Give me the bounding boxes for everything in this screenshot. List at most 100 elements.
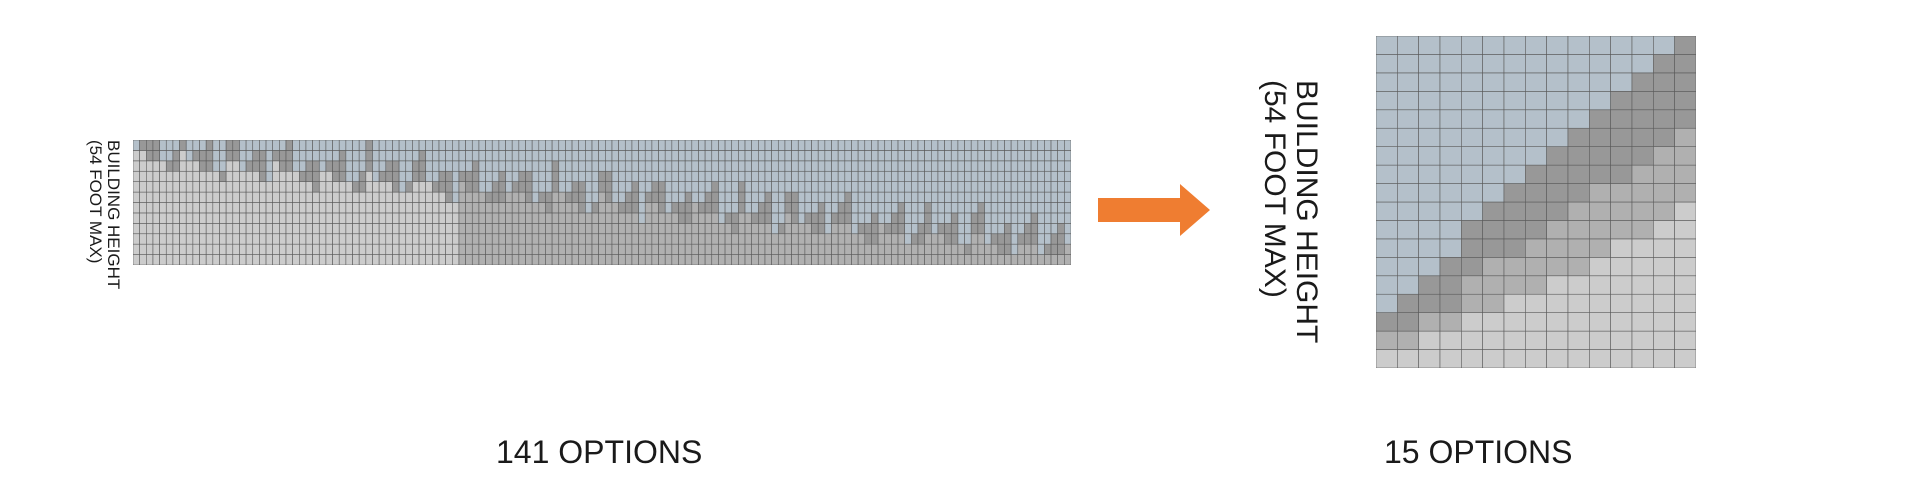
option-column-cell	[438, 243, 446, 255]
option-column-cell	[1610, 109, 1633, 129]
option-column-cell	[432, 150, 440, 162]
option-column-cell	[1010, 181, 1019, 193]
option-column-cell	[299, 150, 307, 162]
option-column-cell	[1376, 238, 1398, 258]
option-column-cell	[565, 233, 573, 245]
option-column-cell	[784, 243, 792, 255]
option-column-cell	[565, 191, 573, 203]
option-column-cell	[471, 202, 480, 214]
option-column-cell	[1037, 140, 1045, 151]
option-column-cell	[418, 181, 427, 193]
option-column-cell	[259, 243, 267, 255]
option-column-cell	[1376, 201, 1398, 221]
option-column-cell	[764, 243, 772, 255]
option-column-cell	[1057, 160, 1065, 172]
option-column-cell	[1044, 150, 1052, 162]
option-column-cell	[857, 243, 866, 255]
option-column-cell	[871, 181, 879, 193]
option-column-cell	[505, 202, 513, 214]
option-column-cell	[764, 160, 772, 172]
option-column-cell	[365, 160, 373, 172]
option-column-cell	[917, 181, 925, 193]
option-column-cell	[691, 254, 699, 265]
option-column-cell	[964, 233, 972, 245]
option-column-cell	[545, 191, 553, 203]
option-column-cell	[937, 160, 945, 172]
option-column-cell	[884, 254, 892, 265]
option-column-cell	[485, 254, 493, 265]
option-column-cell	[698, 243, 706, 255]
option-column-cell	[165, 150, 174, 162]
option-column-cell	[611, 223, 619, 235]
option-column-cell	[152, 212, 160, 224]
option-column-cell	[950, 150, 959, 162]
option-column-cell	[458, 191, 466, 203]
option-column-cell	[452, 170, 460, 182]
option-column-cell	[990, 233, 999, 245]
option-column-cell	[1631, 349, 1654, 368]
option-column-cell	[651, 150, 659, 162]
option-column-cell	[318, 160, 327, 172]
option-column-cell	[551, 191, 560, 203]
option-column-cell	[358, 243, 367, 255]
option-column-cell	[279, 223, 287, 235]
option-column-cell	[272, 223, 280, 235]
option-column-cell	[691, 160, 699, 172]
option-column-cell	[678, 181, 686, 193]
option-column-cell	[777, 254, 786, 265]
option-column-cell	[185, 140, 194, 151]
option-column-cell	[658, 181, 666, 193]
option-column-cell	[1010, 140, 1019, 151]
option-column-cell	[432, 202, 440, 214]
option-column-cell	[272, 181, 280, 193]
option-column-cell	[851, 140, 859, 151]
option-column-cell	[338, 150, 347, 162]
option-column-cell	[252, 181, 260, 193]
option-column-cell	[219, 212, 227, 224]
option-column-cell	[1546, 275, 1569, 295]
option-column-cell	[412, 202, 420, 214]
option-column-cell	[884, 170, 892, 182]
option-column-cell	[179, 223, 187, 235]
option-column-cell	[1030, 233, 1039, 245]
option-column-cell	[299, 243, 307, 255]
option-column-cell	[398, 202, 407, 214]
option-column-cell	[784, 170, 792, 182]
option-column-cell	[392, 233, 400, 245]
option-column-cell	[405, 202, 413, 214]
option-column-cell	[1010, 191, 1019, 203]
option-column-cell	[644, 150, 653, 162]
option-column-cell	[897, 212, 905, 224]
option-column-cell	[558, 181, 566, 193]
option-column-cell	[578, 170, 586, 182]
option-column-cell	[525, 160, 533, 172]
option-column-cell	[977, 212, 985, 224]
option-column-cell	[1037, 181, 1045, 193]
option-column-cell	[1567, 36, 1590, 55]
right-axis-label-line1: BUILDING HEIGHT	[1290, 80, 1323, 344]
option-column-cell	[924, 140, 932, 151]
option-column-cell	[505, 223, 513, 235]
option-column-cell	[259, 233, 267, 245]
option-column-cell	[146, 150, 154, 162]
option-column-cell	[199, 150, 207, 162]
option-column-cell	[1024, 150, 1032, 162]
option-column-cell	[704, 243, 713, 255]
option-column-cell	[551, 233, 560, 245]
option-column-cell	[1482, 257, 1505, 277]
option-column-cell	[624, 181, 633, 193]
option-column-cell	[332, 233, 340, 245]
option-column-cell	[299, 181, 307, 193]
option-column-cell	[711, 160, 719, 172]
option-column-cell	[518, 181, 526, 193]
option-column-cell	[997, 223, 1005, 235]
right-axis-label: BUILDING HEIGHT (54 FOOT MAX)	[1259, 80, 1324, 344]
option-column-cell	[738, 223, 746, 235]
option-column-cell	[764, 150, 772, 162]
option-column-cell	[618, 233, 626, 245]
option-column-cell	[631, 191, 639, 203]
option-column-cell	[751, 150, 759, 162]
option-column-cell	[638, 191, 646, 203]
option-column-cell	[172, 181, 180, 193]
option-column-cell	[758, 254, 766, 265]
